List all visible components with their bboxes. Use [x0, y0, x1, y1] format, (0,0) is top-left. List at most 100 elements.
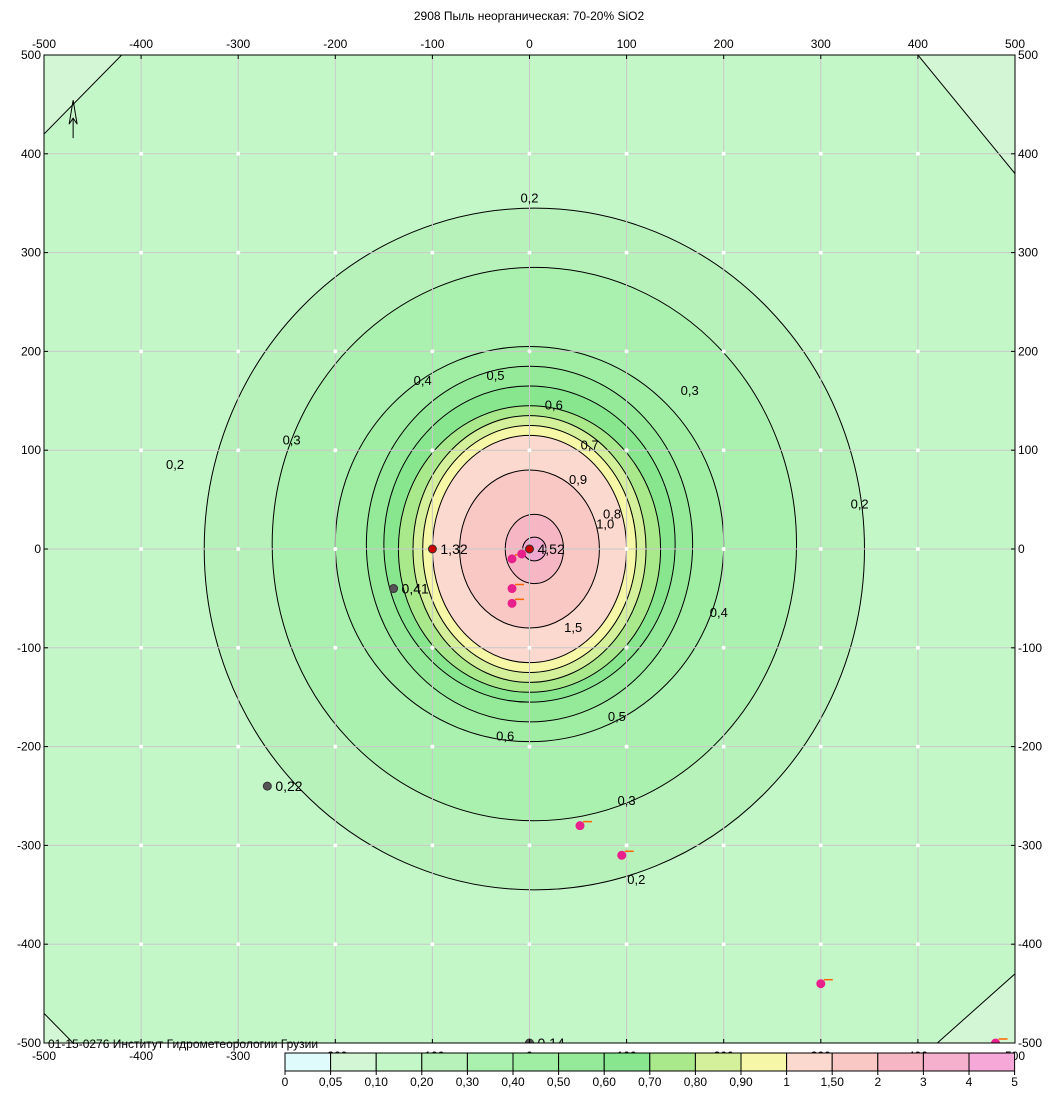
contour-label: 0,4: [710, 605, 728, 620]
calc-point-label: 0,22: [275, 778, 302, 794]
grid-node: [236, 843, 240, 847]
contour-label: 0,5: [608, 709, 626, 724]
contour-label: 0,4: [414, 373, 432, 388]
legend-swatch: [376, 1053, 422, 1071]
grid-node: [430, 251, 434, 255]
legend-swatch: [513, 1053, 559, 1071]
emission-source: [617, 851, 626, 860]
grid-node: [625, 152, 629, 156]
grid-node: [430, 646, 434, 650]
legend-label: 0,70: [638, 1075, 662, 1089]
grid-node: [528, 646, 532, 650]
y-tick-label-right: 300: [1018, 246, 1038, 260]
grid-node: [819, 942, 823, 946]
y-tick-label-left: 300: [21, 246, 41, 260]
calc-point: [526, 545, 534, 553]
grid-node: [333, 448, 337, 452]
grid-node: [722, 942, 726, 946]
grid-node: [625, 646, 629, 650]
grid-node: [819, 448, 823, 452]
grid-node: [625, 251, 629, 255]
grid-node: [333, 745, 337, 749]
emission-source: [508, 599, 517, 608]
grid-node: [139, 448, 143, 452]
legend-label: 0,40: [501, 1075, 525, 1089]
grid-node: [722, 745, 726, 749]
legend-label: 3: [920, 1075, 927, 1089]
grid-node: [333, 251, 337, 255]
legend-swatch: [331, 1053, 377, 1071]
grid-node: [430, 448, 434, 452]
contour-label: 0,3: [283, 432, 301, 447]
y-tick-label-left: -400: [17, 937, 41, 951]
grid-node: [333, 349, 337, 353]
grid-node: [528, 843, 532, 847]
emission-source: [508, 554, 517, 563]
grid-node: [333, 646, 337, 650]
grid-node: [916, 547, 920, 551]
grid-node: [528, 349, 532, 353]
grid-node: [236, 349, 240, 353]
y-tick-label-right: -300: [1018, 838, 1042, 852]
grid-node: [528, 745, 532, 749]
contour-label: 0,7: [581, 437, 599, 452]
grid-node: [722, 646, 726, 650]
grid-node: [625, 448, 629, 452]
legend-label: 0,90: [729, 1075, 753, 1089]
emission-source: [517, 549, 526, 558]
legend-label: 0,80: [684, 1075, 708, 1089]
contour-label: 0,2: [851, 497, 869, 512]
calc-point-label: 1,32: [440, 541, 467, 557]
grid-node: [528, 942, 532, 946]
emission-source: [575, 821, 584, 830]
grid-node: [139, 251, 143, 255]
y-tick-label-left: 400: [21, 147, 41, 161]
legend-swatch: [923, 1053, 969, 1071]
grid-node: [236, 152, 240, 156]
grid-node: [722, 152, 726, 156]
grid-node: [236, 745, 240, 749]
contour-label: 0,2: [520, 190, 538, 205]
legend-label: 1,50: [821, 1075, 845, 1089]
chart-title: 2908 Пыль неорганическая: 70-20% SiO2: [414, 9, 645, 23]
grid-node: [722, 349, 726, 353]
calc-point: [428, 545, 436, 553]
legend-swatch: [285, 1053, 331, 1071]
y-tick-label-right: -500: [1018, 1036, 1042, 1050]
grid-node: [916, 152, 920, 156]
grid-node: [819, 745, 823, 749]
legend-label: 0,50: [547, 1075, 571, 1089]
grid-node: [139, 745, 143, 749]
y-tick-label-left: -100: [17, 641, 41, 655]
grid-node: [819, 547, 823, 551]
y-tick-label-left: 100: [21, 443, 41, 457]
legend-label: 2: [874, 1075, 881, 1089]
grid-node: [819, 152, 823, 156]
y-tick-label-right: 200: [1018, 344, 1038, 358]
grid-node: [430, 349, 434, 353]
grid-node: [430, 152, 434, 156]
legend-label: 0,10: [365, 1075, 389, 1089]
grid-node: [236, 251, 240, 255]
y-tick-label-right: 500: [1018, 48, 1038, 62]
contour-label: 0,3: [681, 383, 699, 398]
x-tick-label-top: 100: [617, 37, 637, 51]
grid-node: [819, 646, 823, 650]
legend-label: 5: [1011, 1075, 1018, 1089]
legend-label: 0,60: [593, 1075, 617, 1089]
grid-node: [916, 349, 920, 353]
y-tick-label-left: 200: [21, 344, 41, 358]
x-tick-label-bottom: -500: [32, 1049, 56, 1063]
grid-node: [916, 942, 920, 946]
y-tick-label-right: 100: [1018, 443, 1038, 457]
y-tick-label-left: -500: [17, 1036, 41, 1050]
emission-source: [816, 979, 825, 988]
grid-node: [722, 547, 726, 551]
grid-node: [139, 942, 143, 946]
grid-node: [625, 942, 629, 946]
contour-label: 0,6: [496, 729, 514, 744]
grid-node: [916, 843, 920, 847]
grid-node: [528, 251, 532, 255]
grid-node: [236, 448, 240, 452]
